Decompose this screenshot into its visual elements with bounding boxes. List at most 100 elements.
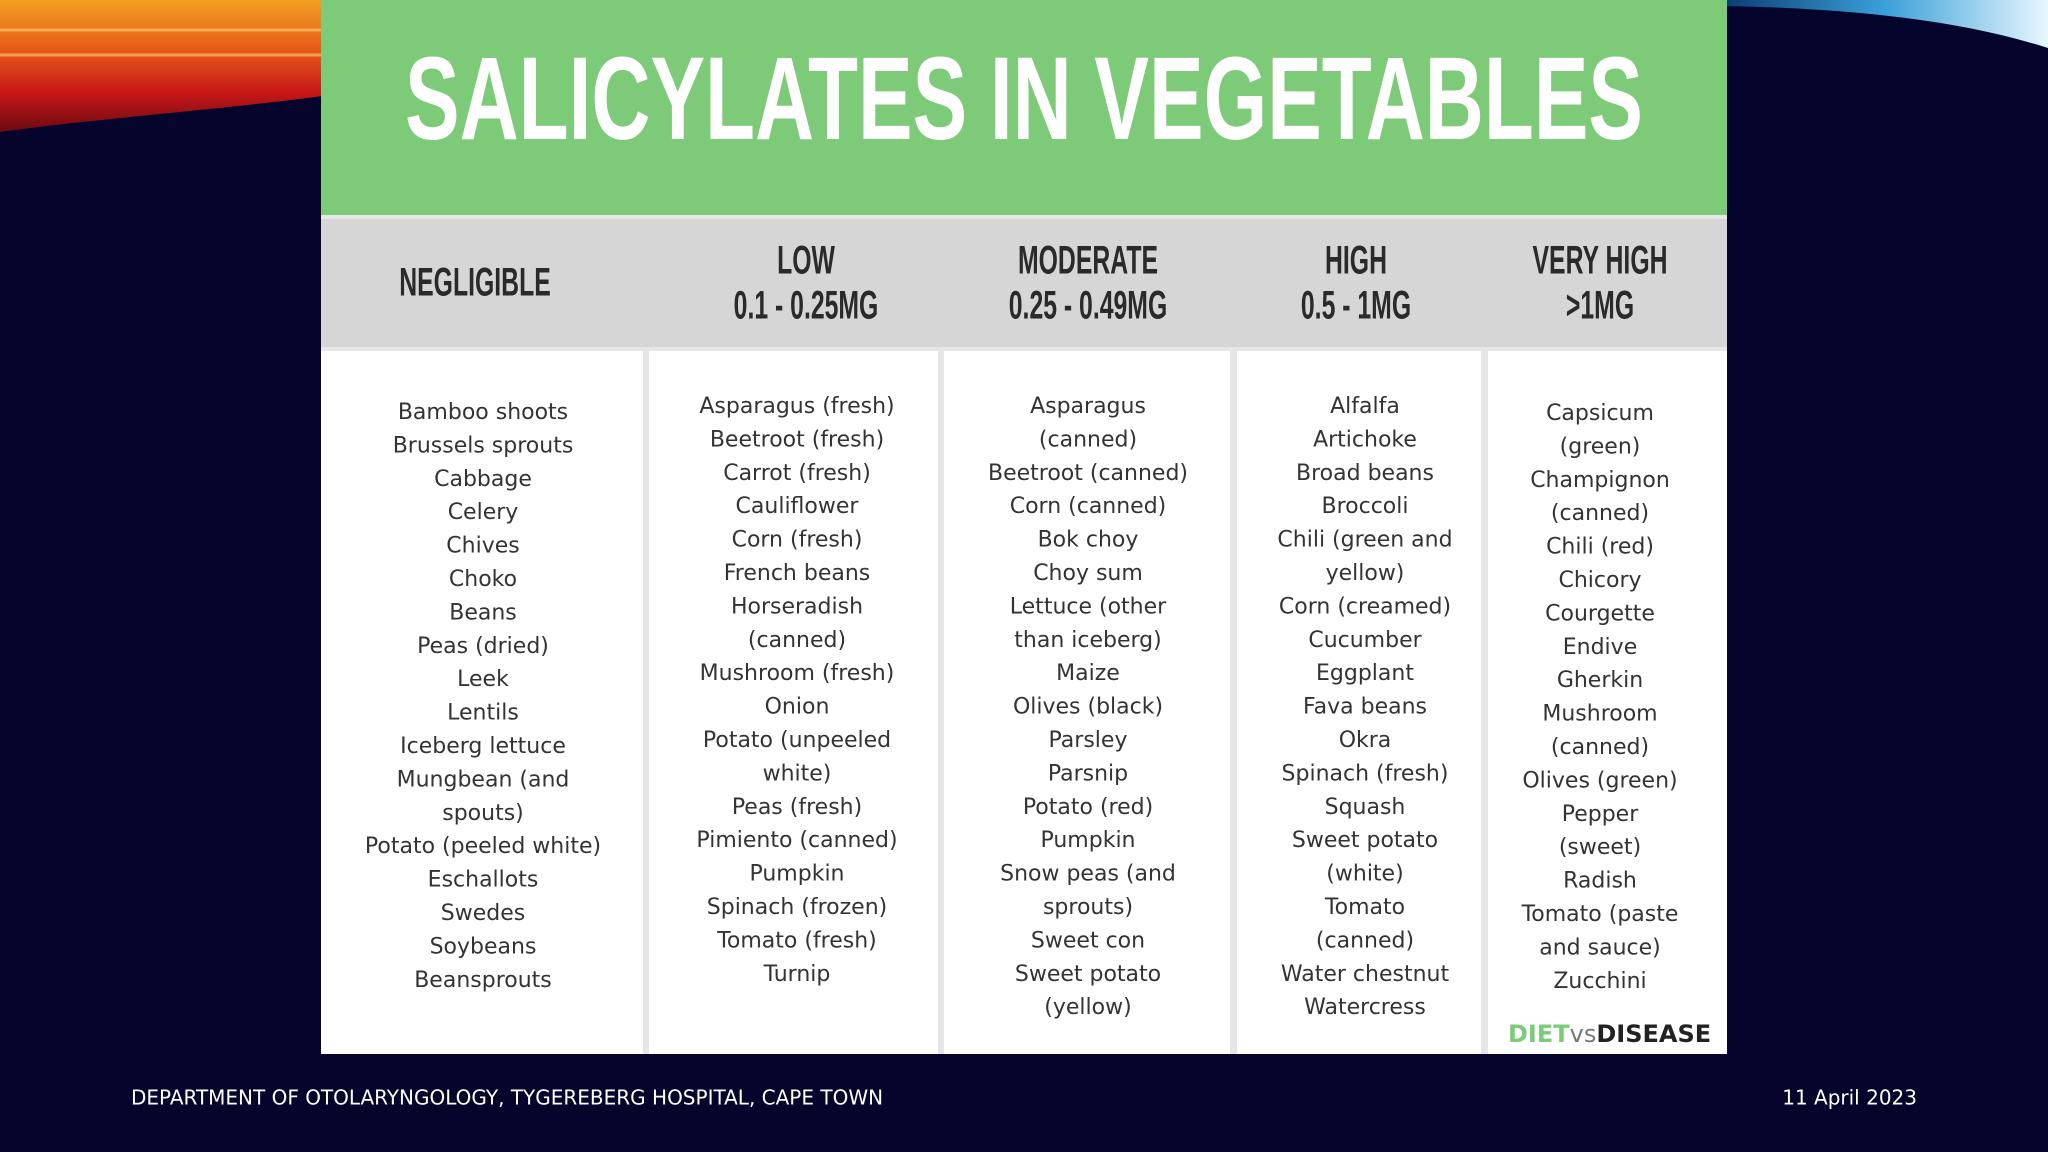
item: Peas (dried) bbox=[417, 634, 549, 659]
item: Sweet potato bbox=[1015, 962, 1161, 987]
item: Cabbage bbox=[434, 467, 532, 492]
item: Corn (fresh) bbox=[732, 528, 863, 553]
item: (white) bbox=[1326, 862, 1403, 887]
item: (canned) bbox=[1039, 427, 1137, 452]
item: Alfalfa bbox=[1330, 394, 1400, 419]
item: Soybeans bbox=[430, 934, 537, 959]
column-heading: 0.1 - 0.25MG bbox=[734, 284, 879, 328]
column-heading: >1MG bbox=[1566, 284, 1634, 328]
footer-department: DEPARTMENT OF OTOLARYNGOLOGY, TYGEREBERG… bbox=[131, 1086, 883, 1110]
column-body bbox=[649, 351, 938, 1054]
item: Brussels sprouts bbox=[393, 433, 574, 458]
title: SALICYLATES IN VEGETABLES bbox=[405, 33, 1643, 165]
item: Choko bbox=[449, 567, 517, 592]
item: Artichoke bbox=[1313, 427, 1417, 452]
title-band bbox=[321, 0, 1727, 215]
item: than iceberg) bbox=[1014, 628, 1161, 653]
item: Cucumber bbox=[1308, 628, 1422, 653]
item: Iceberg lettuce bbox=[400, 734, 566, 759]
item: Squash bbox=[1325, 795, 1406, 820]
item: Broccoli bbox=[1322, 494, 1409, 519]
item: Gherkin bbox=[1557, 668, 1643, 693]
item: (green) bbox=[1560, 434, 1641, 459]
item: Beetroot (fresh) bbox=[710, 427, 884, 452]
footer-date: 11 April 2023 bbox=[1782, 1086, 1917, 1110]
logo-disease: DISEASE bbox=[1596, 1020, 1711, 1048]
item: (canned) bbox=[1551, 501, 1649, 526]
item: Tomato (paste bbox=[1521, 902, 1679, 927]
column-heading: LOW bbox=[777, 239, 835, 283]
item: Mungbean (and bbox=[397, 767, 570, 792]
item: (canned) bbox=[1316, 928, 1414, 953]
decoration-right bbox=[1720, 0, 2048, 48]
item: Choy sum bbox=[1033, 561, 1143, 586]
item: yellow) bbox=[1326, 561, 1405, 586]
item: Capsicum bbox=[1546, 401, 1654, 426]
item: Potato (peeled white) bbox=[365, 834, 601, 859]
item: Beans bbox=[449, 600, 517, 625]
item: Water chestnut bbox=[1281, 962, 1450, 987]
item: Bok choy bbox=[1038, 528, 1139, 553]
item: Horseradish bbox=[731, 594, 863, 619]
item: Olives (black) bbox=[1013, 695, 1163, 720]
item: Peas (fresh) bbox=[732, 795, 862, 820]
item: Spinach (fresh) bbox=[1282, 761, 1449, 786]
item: Spinach (frozen) bbox=[707, 895, 887, 920]
column-heading: MODERATE bbox=[1018, 239, 1158, 283]
item: Pepper bbox=[1562, 802, 1639, 827]
item: Mushroom bbox=[1542, 702, 1657, 727]
item: Chives bbox=[446, 534, 519, 559]
columns: NEGLIGIBLE Bamboo shoots Brussels sprouts C… bbox=[321, 239, 1727, 1054]
column-heading: 0.5 - 1MG bbox=[1301, 284, 1411, 328]
item: Pumpkin bbox=[749, 862, 844, 887]
logo: DIETvsDISEASE bbox=[1508, 1020, 1711, 1048]
column-heading: VERY HIGH bbox=[1532, 239, 1667, 283]
item: Champignon bbox=[1530, 468, 1670, 493]
item: Asparagus bbox=[1030, 394, 1146, 419]
item: Tomato (fresh) bbox=[716, 928, 877, 953]
item: Radish bbox=[1563, 869, 1637, 894]
heading-row bbox=[321, 219, 1727, 347]
item: Eschallots bbox=[428, 868, 539, 893]
item: Lentils bbox=[447, 701, 519, 726]
item: Pimiento (canned) bbox=[696, 828, 897, 853]
item: Carrot (fresh) bbox=[723, 461, 871, 486]
item: Watercress bbox=[1304, 995, 1426, 1020]
item: Chili (green and bbox=[1277, 528, 1452, 553]
item: Endive bbox=[1563, 635, 1637, 660]
item: Parsnip bbox=[1048, 761, 1128, 786]
item: Parsley bbox=[1049, 728, 1128, 753]
item: Snow peas (and bbox=[1000, 862, 1176, 887]
item: sprouts) bbox=[1043, 895, 1133, 920]
item: spouts) bbox=[442, 801, 524, 826]
decoration-stripes bbox=[0, 28, 330, 57]
item: Asparagus (fresh) bbox=[699, 394, 894, 419]
item: Tomato bbox=[1324, 895, 1405, 920]
item: Beansprouts bbox=[414, 968, 552, 993]
item: Turnip bbox=[763, 962, 831, 987]
item: white) bbox=[763, 761, 832, 786]
column-body bbox=[321, 351, 643, 1054]
item: Maize bbox=[1056, 661, 1120, 686]
item: Lettuce (other bbox=[1010, 594, 1167, 619]
item: Corn (creamed) bbox=[1279, 594, 1451, 619]
item: (yellow) bbox=[1044, 995, 1131, 1020]
item: Onion bbox=[765, 695, 830, 720]
item: Olives (green) bbox=[1522, 768, 1677, 793]
decoration-left bbox=[0, 0, 330, 132]
item: Swedes bbox=[441, 901, 525, 926]
item: (canned) bbox=[748, 628, 846, 653]
item: Beetroot (canned) bbox=[988, 461, 1188, 486]
item: Fava beans bbox=[1303, 695, 1427, 720]
column-body bbox=[944, 351, 1230, 1054]
item: Mushroom (fresh) bbox=[700, 661, 895, 686]
item: Eggplant bbox=[1316, 661, 1414, 686]
item: and sauce) bbox=[1539, 935, 1660, 960]
item: Sweet potato bbox=[1292, 828, 1438, 853]
logo-diet: DIET bbox=[1508, 1020, 1570, 1048]
item: Okra bbox=[1339, 728, 1392, 753]
item: Chili (red) bbox=[1546, 535, 1654, 560]
item: Sweet con bbox=[1031, 928, 1145, 953]
column-heading: HIGH bbox=[1325, 239, 1387, 283]
